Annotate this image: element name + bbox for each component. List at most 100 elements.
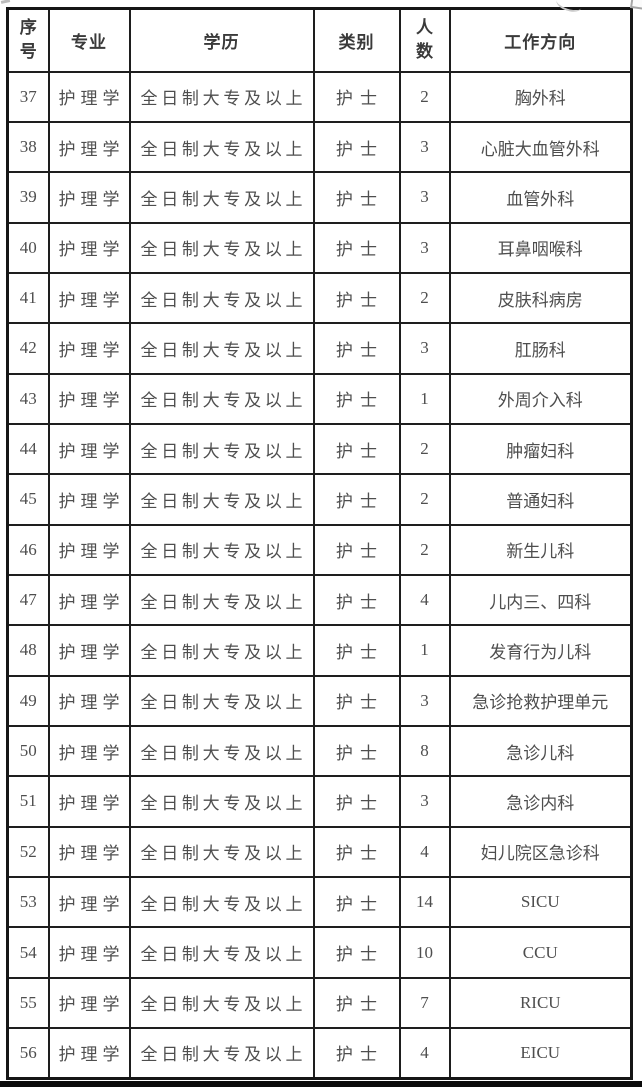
cell-headcount: 1	[398, 372, 451, 425]
cell-category: 护士	[312, 322, 401, 375]
cell-work-direction: 血管外科	[448, 171, 633, 224]
header-serial-number: 序号	[6, 7, 50, 73]
cell-education: 全日制大专及以上	[128, 120, 315, 174]
cell-serial-number: 39	[6, 171, 50, 224]
cell-headcount: 14	[398, 875, 451, 929]
header-headcount: 人数	[398, 7, 451, 73]
cell-headcount: 4	[398, 825, 451, 879]
cell-serial-number: 55	[6, 976, 50, 1030]
cell-work-direction: 妇儿院区急诊科	[448, 825, 633, 879]
cell-work-direction: 发育行为儿科	[448, 624, 633, 677]
cell-major: 护理学	[47, 322, 131, 375]
cell-major: 护理学	[47, 875, 131, 929]
cell-work-direction: 外周介入科	[448, 372, 633, 425]
cell-category: 护士	[312, 926, 401, 979]
cell-serial-number: 47	[6, 573, 50, 627]
cell-serial-number: 49	[6, 674, 50, 727]
cell-headcount: 4	[398, 1027, 451, 1080]
cell-headcount: 2	[398, 523, 451, 576]
cell-headcount: 3	[398, 674, 451, 727]
cell-education: 全日制大专及以上	[128, 322, 315, 375]
cell-category: 护士	[312, 422, 401, 476]
cell-education: 全日制大专及以上	[128, 976, 315, 1030]
cell-work-direction: EICU	[448, 1027, 633, 1080]
cell-major: 护理学	[47, 825, 131, 879]
cell-category: 护士	[312, 724, 401, 778]
cell-major: 护理学	[47, 271, 131, 325]
table-row: 39 护理学 全日制大专及以上 护士 3 血管外科	[6, 171, 633, 224]
table-row: 43 护理学 全日制大专及以上 护士 1 外周介入科	[6, 372, 633, 425]
table-row: 46 护理学 全日制大专及以上 护士 2 新生儿科	[6, 523, 633, 576]
cell-education: 全日制大专及以上	[128, 674, 315, 727]
cell-work-direction: CCU	[448, 926, 633, 979]
table-row: 56 护理学 全日制大专及以上 护士 4 EICU	[6, 1027, 633, 1080]
cell-headcount: 4	[398, 573, 451, 627]
table-row: 38 护理学 全日制大专及以上 护士 3 心脏大血管外科	[6, 120, 633, 174]
cell-headcount: 3	[398, 775, 451, 828]
cell-major: 护理学	[47, 422, 131, 476]
cell-major: 护理学	[47, 70, 131, 123]
table-row: 47 护理学 全日制大专及以上 护士 4 儿内三、四科	[6, 573, 633, 627]
cell-work-direction: 新生儿科	[448, 523, 633, 576]
cell-category: 护士	[312, 372, 401, 425]
cell-headcount: 10	[398, 926, 451, 979]
cell-serial-number: 43	[6, 372, 50, 425]
cell-work-direction: 胸外科	[448, 70, 633, 123]
cell-category: 护士	[312, 120, 401, 174]
cell-serial-number: 50	[6, 724, 50, 778]
cell-major: 护理学	[47, 120, 131, 174]
cell-work-direction: 耳鼻咽喉科	[448, 221, 633, 274]
cell-education: 全日制大专及以上	[128, 171, 315, 224]
cell-education: 全日制大专及以上	[128, 1027, 315, 1080]
cell-work-direction: 急诊内科	[448, 775, 633, 828]
cell-category: 护士	[312, 523, 401, 576]
cell-serial-number: 48	[6, 624, 50, 677]
cell-headcount: 2	[398, 70, 451, 123]
cell-headcount: 3	[398, 221, 451, 274]
cell-serial-number: 45	[6, 473, 50, 526]
cell-serial-number: 44	[6, 422, 50, 476]
cell-major: 护理学	[47, 775, 131, 828]
cell-serial-number: 37	[6, 70, 50, 123]
header-row: 序号 专业 学历 类别 人数 工作方向	[6, 7, 633, 73]
header-major: 专业	[47, 7, 131, 73]
table-row: 53 护理学 全日制大专及以上 护士 14 SICU	[6, 875, 633, 929]
cell-work-direction: 心脏大血管外科	[448, 120, 633, 174]
cell-education: 全日制大专及以上	[128, 422, 315, 476]
table-row: 45 护理学 全日制大专及以上 护士 2 普通妇科	[6, 473, 633, 526]
cell-headcount: 7	[398, 976, 451, 1030]
cell-major: 护理学	[47, 674, 131, 727]
table-row: 40 护理学 全日制大专及以上 护士 3 耳鼻咽喉科	[6, 221, 633, 274]
cell-serial-number: 42	[6, 322, 50, 375]
cell-major: 护理学	[47, 976, 131, 1030]
cell-education: 全日制大专及以上	[128, 875, 315, 929]
cell-serial-number: 38	[6, 120, 50, 174]
cell-education: 全日制大专及以上	[128, 775, 315, 828]
header-work-direction: 工作方向	[448, 7, 633, 73]
cell-category: 护士	[312, 573, 401, 627]
cell-headcount: 3	[398, 322, 451, 375]
cell-category: 护士	[312, 674, 401, 727]
table-header: 序号 专业 学历 类别 人数 工作方向	[6, 7, 633, 73]
cell-major: 护理学	[47, 624, 131, 677]
page-bottom-edge	[0, 1081, 642, 1087]
cell-work-direction: SICU	[448, 875, 633, 929]
cell-serial-number: 40	[6, 221, 50, 274]
cell-headcount: 2	[398, 271, 451, 325]
cell-work-direction: 急诊儿科	[448, 724, 633, 778]
cell-category: 护士	[312, 976, 401, 1030]
cell-category: 护士	[312, 624, 401, 677]
cell-serial-number: 46	[6, 523, 50, 576]
cell-category: 护士	[312, 875, 401, 929]
cell-work-direction: 儿内三、四科	[448, 573, 633, 627]
cell-education: 全日制大专及以上	[128, 926, 315, 979]
scan-artifact-top-left	[0, 0, 11, 4]
table-row: 44 护理学 全日制大专及以上 护士 2 肿瘤妇科	[6, 422, 633, 476]
cell-serial-number: 53	[6, 875, 50, 929]
cell-major: 护理学	[47, 473, 131, 526]
table-row: 55 护理学 全日制大专及以上 护士 7 RICU	[6, 976, 633, 1030]
cell-major: 护理学	[47, 372, 131, 425]
cell-category: 护士	[312, 171, 401, 224]
table-row: 54 护理学 全日制大专及以上 护士 10 CCU	[6, 926, 633, 979]
